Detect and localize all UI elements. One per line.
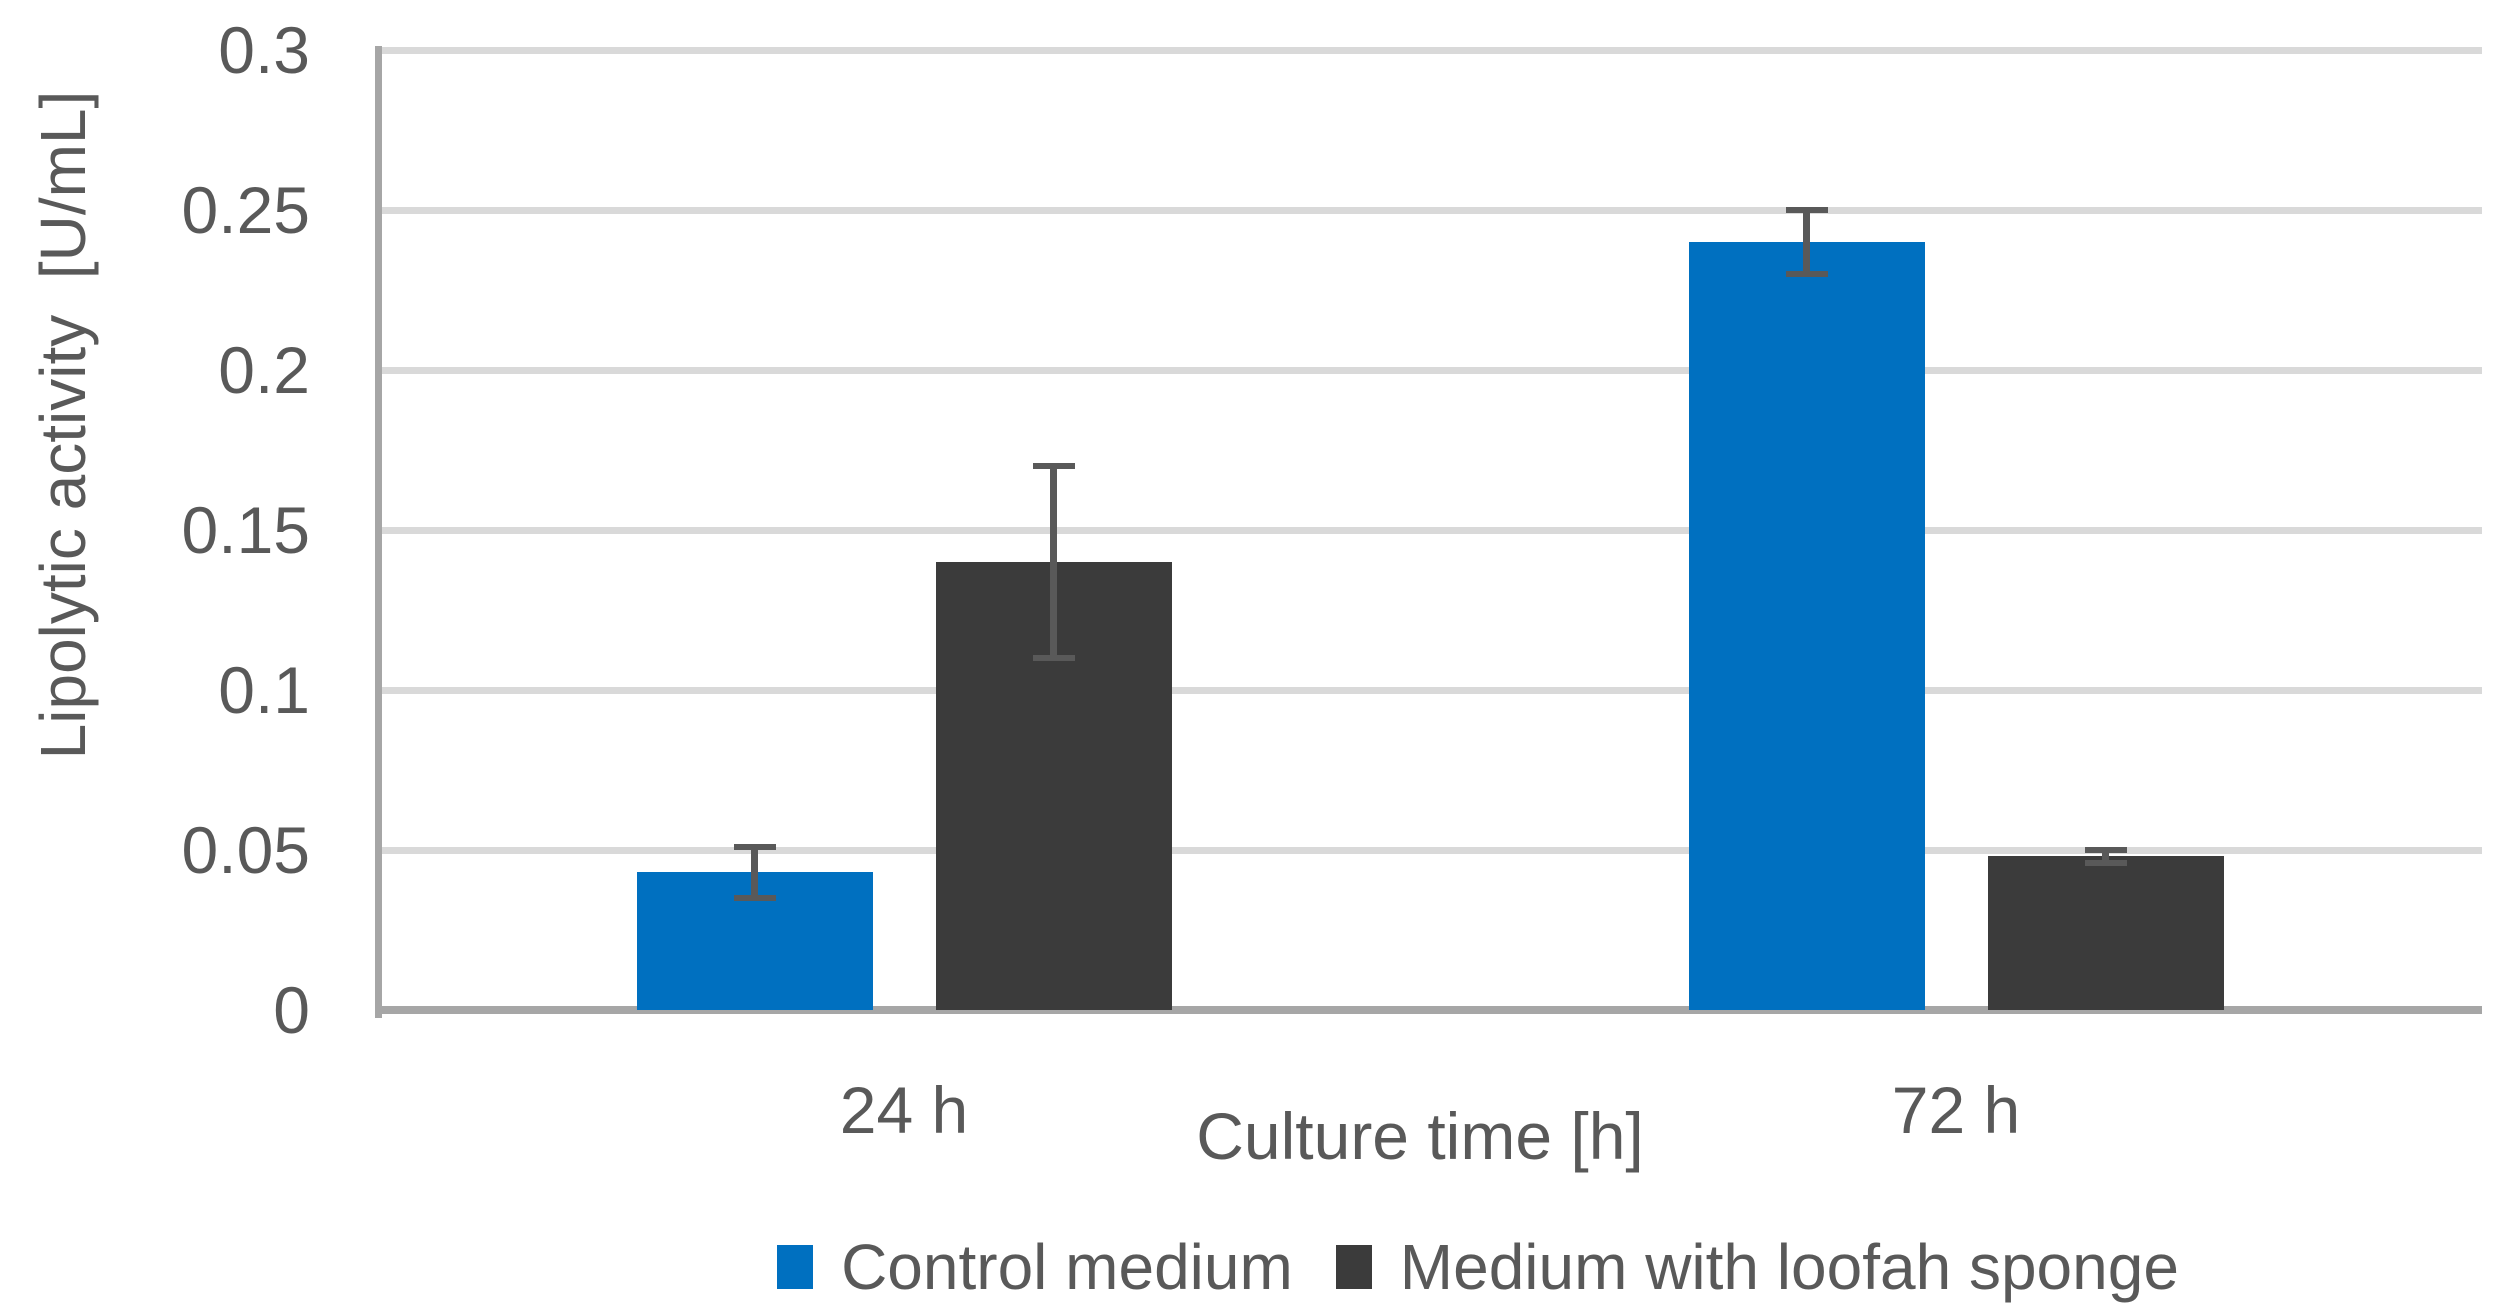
gridline bbox=[378, 206, 2482, 214]
error-bar-cap-top bbox=[1032, 463, 1075, 469]
gridline bbox=[378, 46, 2482, 54]
y-axis-tick-label: 0.05 bbox=[181, 813, 310, 887]
legend-label: Control medium bbox=[841, 1231, 1293, 1303]
gridline bbox=[378, 366, 2482, 374]
legend-label: Medium with loofah sponge bbox=[1399, 1231, 2179, 1303]
y-axis-tick-label: 0 bbox=[273, 973, 310, 1047]
error-bar-cap-top bbox=[1785, 207, 1828, 213]
legend-swatch-icon bbox=[777, 1245, 814, 1289]
legend-swatch-icon bbox=[1335, 1245, 1372, 1289]
x-category-label: 72 h bbox=[1891, 1073, 2021, 1147]
gridline bbox=[378, 526, 2482, 534]
error-bar-cap-bottom bbox=[733, 895, 776, 901]
error-bar-stem bbox=[1050, 466, 1057, 658]
x-axis-title: Culture time [h] bbox=[1196, 1099, 1644, 1173]
y-axis-tick-label: 0.1 bbox=[218, 653, 310, 727]
error-bar-cap-top bbox=[2084, 847, 2127, 853]
x-axis-line bbox=[375, 1006, 2482, 1014]
gridline bbox=[378, 686, 2482, 694]
bar-control-medium-72h bbox=[1688, 242, 1925, 1010]
error-bar-stem bbox=[2102, 850, 2109, 863]
x-category-label: 24 h bbox=[839, 1073, 969, 1147]
y-axis-tick-label: 0.25 bbox=[181, 173, 310, 247]
legend: Control medium Medium with loofah sponge bbox=[455, 1232, 2501, 1302]
y-axis-tick-label: 0.15 bbox=[181, 493, 310, 567]
y-axis-line bbox=[375, 46, 382, 1018]
error-bar-cap-bottom bbox=[2084, 859, 2127, 866]
error-bar-stem bbox=[1803, 210, 1810, 274]
error-bar-cap-bottom bbox=[1785, 271, 1828, 277]
gridline bbox=[378, 846, 2482, 854]
legend-item: Control medium bbox=[777, 1232, 1293, 1302]
error-bar-cap-top bbox=[733, 843, 776, 850]
legend-item: Medium with loofah sponge bbox=[1335, 1231, 2179, 1303]
y-axis-tick-label: 0.3 bbox=[218, 13, 310, 87]
error-bar-cap-bottom bbox=[1032, 655, 1075, 661]
bar-medium-with-loofah-sponge-72h bbox=[1987, 856, 2224, 1010]
y-axis-tick-label: 0.2 bbox=[218, 333, 310, 407]
error-bar-stem bbox=[751, 846, 758, 898]
